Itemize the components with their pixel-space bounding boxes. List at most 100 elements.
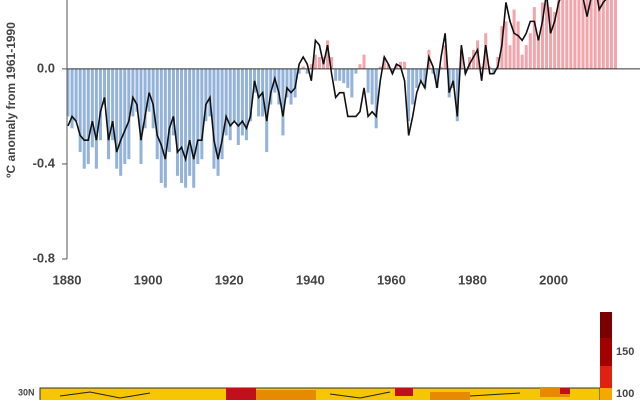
x-tick-label: 1940 [296, 272, 325, 287]
bar [605, 0, 609, 69]
bar [536, 38, 540, 69]
bar [411, 68, 415, 105]
bar [119, 68, 123, 176]
bar [524, 45, 528, 69]
bar [257, 68, 261, 117]
bar [439, 66, 443, 69]
bar [459, 49, 463, 69]
bar [151, 68, 155, 129]
coastline [59, 391, 521, 399]
bar [334, 68, 338, 81]
bar [123, 68, 127, 164]
bar [569, 0, 573, 69]
bar [581, 0, 585, 69]
bar [455, 68, 459, 122]
bar [115, 68, 119, 169]
bar [313, 54, 317, 69]
bar [74, 68, 78, 122]
bar [82, 68, 86, 169]
map-patch [395, 388, 413, 396]
bar [423, 68, 427, 88]
bar [240, 68, 244, 136]
map-patch [226, 388, 256, 400]
bar [370, 68, 374, 105]
bar [488, 66, 492, 69]
bar [382, 57, 386, 69]
bar [204, 68, 208, 122]
bar [236, 68, 240, 145]
bar [577, 0, 581, 69]
plot-area [67, 0, 640, 188]
bar [180, 68, 184, 183]
bar [317, 57, 321, 69]
bar [228, 68, 232, 141]
bar [573, 0, 577, 69]
bar [366, 68, 370, 93]
bar [403, 61, 407, 69]
bar [86, 68, 90, 164]
bar [609, 0, 613, 69]
bar [516, 21, 520, 69]
x-tick-label: 2000 [539, 272, 568, 287]
bar [512, 9, 516, 69]
bar [188, 68, 192, 176]
bar [184, 68, 188, 188]
colorbar-band [600, 338, 612, 366]
bar [155, 68, 159, 160]
bar [532, 7, 536, 69]
bar [358, 64, 362, 69]
map: 30N 150 100 [18, 312, 634, 403]
bar [67, 68, 70, 117]
bar [342, 68, 346, 84]
bar [192, 68, 196, 188]
bar [549, 7, 553, 69]
bar [309, 64, 313, 69]
bar [394, 64, 398, 69]
x-tick-label: 1900 [134, 272, 163, 287]
bar [167, 68, 171, 153]
bar [265, 68, 269, 153]
bar [362, 54, 366, 69]
bar [565, 0, 569, 69]
bar [589, 0, 593, 69]
map-patch [540, 388, 570, 397]
bar [544, 0, 549, 69]
bar [139, 68, 143, 164]
bar [407, 68, 411, 122]
bar [585, 0, 589, 69]
bar [305, 68, 309, 74]
bar [220, 68, 224, 160]
colorbar-label: 100 [616, 388, 634, 400]
map-patch [560, 388, 570, 394]
bar [492, 68, 496, 74]
bar [326, 40, 330, 69]
bar [374, 68, 378, 129]
bar [135, 68, 139, 112]
lat-label: 30N [18, 387, 35, 397]
x-tick-label: 1980 [458, 272, 487, 287]
bar [386, 64, 390, 69]
line [67, 0, 607, 163]
bar [171, 68, 175, 136]
bar [415, 68, 419, 88]
x-tick-label: 1960 [377, 272, 406, 287]
bar [78, 68, 82, 153]
colorbar-band [600, 366, 612, 388]
bar [508, 45, 512, 69]
map-patch [430, 392, 470, 400]
y-axis-label: ºC anomaly from 1961-1990 [4, 22, 18, 178]
bar [269, 68, 273, 105]
bar [127, 68, 131, 160]
bar [528, 33, 532, 69]
bar [301, 66, 305, 69]
bar [597, 0, 601, 69]
y-tick-label: 0.0 [37, 60, 55, 75]
bar [520, 54, 524, 69]
bar [163, 68, 167, 188]
y-tick-label: -0.8 [33, 250, 55, 265]
bar [107, 68, 111, 160]
bar [435, 68, 439, 88]
bar [561, 0, 565, 69]
